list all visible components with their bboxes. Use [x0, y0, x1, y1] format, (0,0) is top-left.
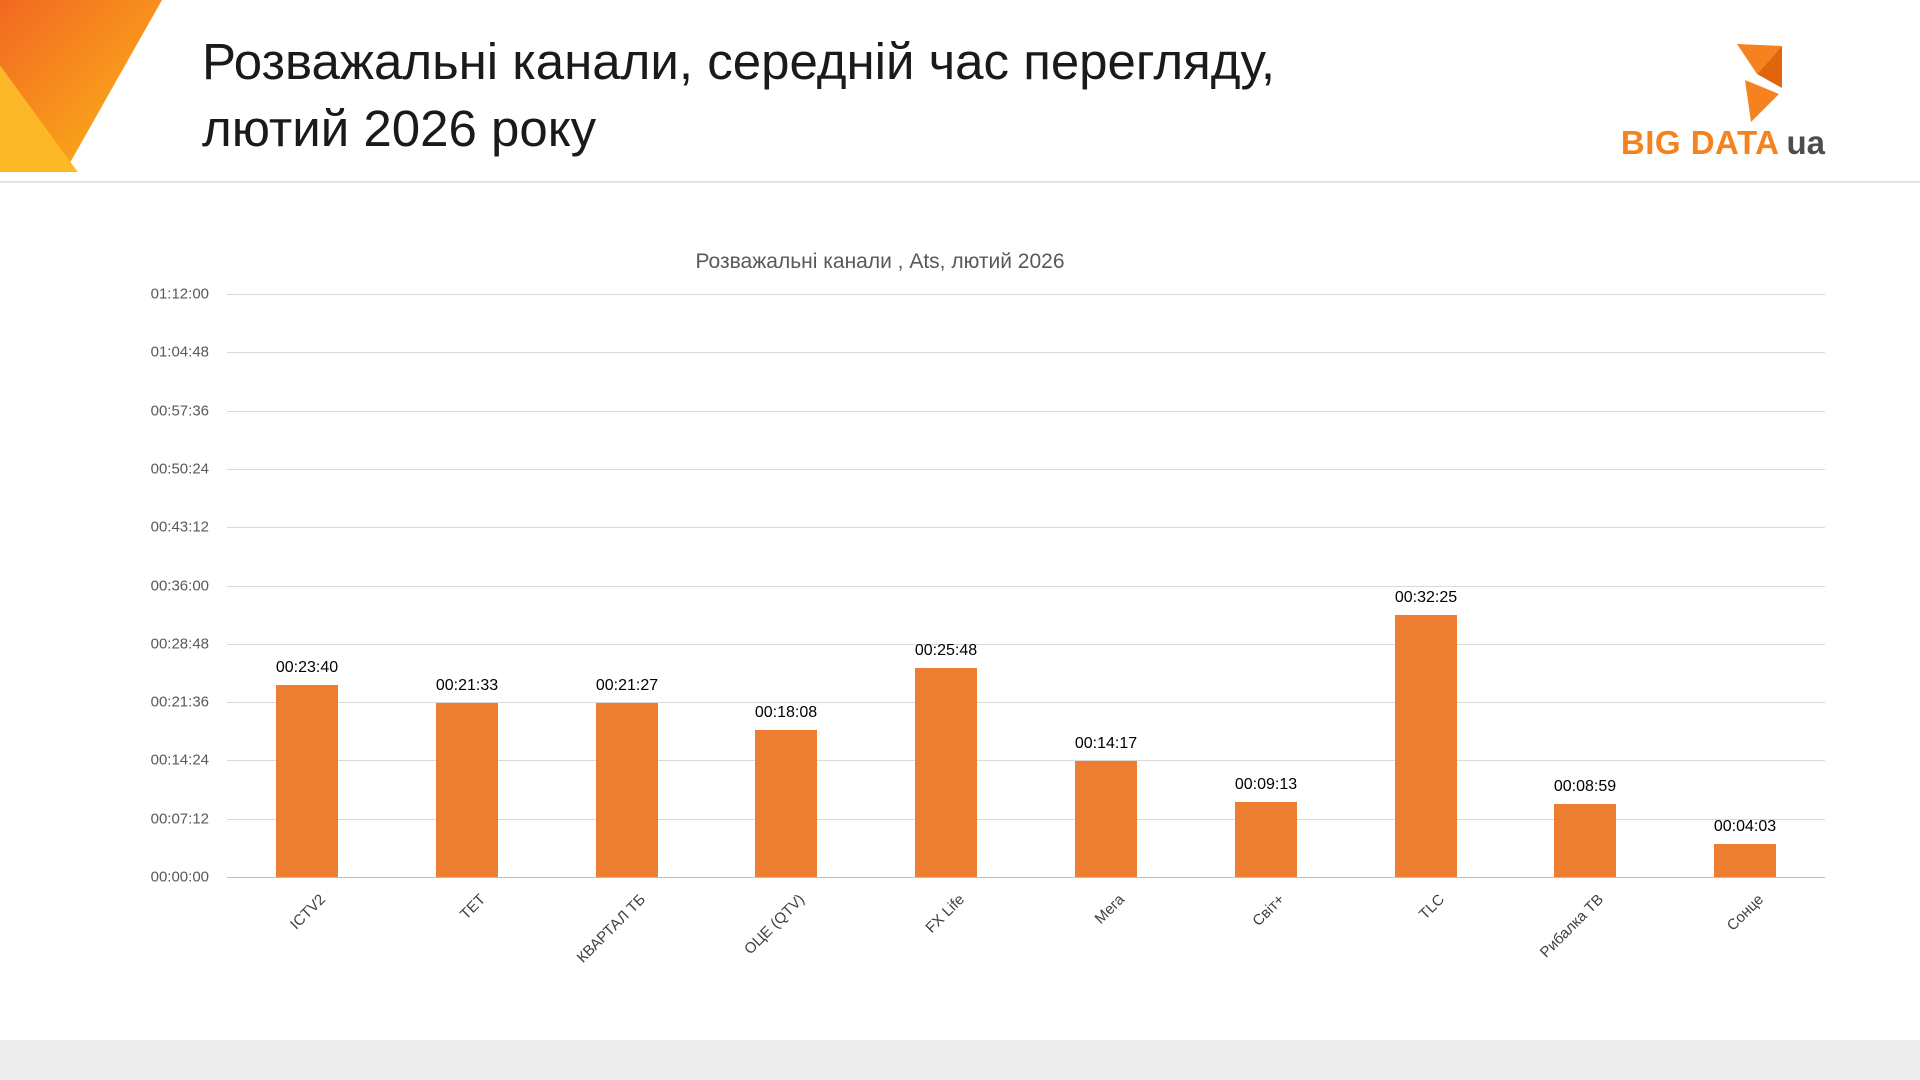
- plot-area: 01:12:00 01:04:48 00:57:36 00:50:24 00:43:12…: [151, 286, 1825, 966]
- x-axis-label: ТЕТ: [456, 891, 490, 924]
- y-axis-label: 00:43:12: [150, 518, 209, 536]
- bar-4: [755, 730, 817, 877]
- bar-6: [1075, 761, 1137, 877]
- bar-value-label: 00:14:17: [1074, 735, 1138, 752]
- bar-value-label: 00:09:13: [1234, 776, 1298, 793]
- bar-7: [1235, 802, 1297, 877]
- x-axis-label: Рибалка ТВ: [1536, 891, 1608, 962]
- y-axis-label: 01:12:00: [150, 285, 209, 303]
- gridline: [227, 411, 1825, 412]
- logo-suffix: ua: [1786, 124, 1825, 161]
- y-axis-label: 00:57:36: [150, 402, 209, 420]
- y-axis-label: 00:36:00: [150, 577, 209, 595]
- bar-value-label: 00:23:40: [275, 659, 339, 676]
- bar-8: [1395, 615, 1457, 877]
- x-axis-label: FX Life: [922, 891, 969, 937]
- bar-2: [436, 703, 498, 877]
- bar-1: [276, 685, 338, 877]
- bigdata-logo: BIG DATA ua: [1621, 42, 1825, 159]
- bar-value-label: 00:21:33: [435, 677, 499, 694]
- gridline: [227, 352, 1825, 353]
- gridline: [227, 586, 1825, 587]
- page-title-line1: Розважальні канали, середній час перегля…: [202, 33, 1276, 90]
- bar-3: [596, 703, 658, 877]
- gridline: [227, 294, 1825, 295]
- header-divider: [0, 181, 1920, 183]
- x-axis-label: Сонце: [1723, 891, 1768, 935]
- logo-text: BIG DATA ua: [1621, 126, 1825, 159]
- x-axis-label: Мега: [1091, 891, 1129, 928]
- x-axis-label: ОЦЕ (QTV): [741, 891, 809, 959]
- y-axis-label: 00:50:24: [150, 460, 209, 478]
- y-axis-label: 00:14:24: [150, 751, 209, 769]
- page-title: Розважальні канали, середній час перегля…: [202, 28, 1275, 163]
- gridline: [227, 644, 1825, 645]
- x-axis-label: TLC: [1415, 891, 1449, 924]
- page-title-line2: лютий 2026 року: [202, 100, 597, 158]
- bar-9: [1554, 804, 1616, 877]
- bar-value-label: 00:25:48: [914, 642, 978, 659]
- x-axis-label: КВАРТАЛ ТБ: [573, 891, 650, 967]
- y-axis-label: 00:28:48: [150, 635, 209, 653]
- gridline: [227, 469, 1825, 470]
- gridline: [227, 760, 1825, 761]
- y-axis-label: 01:04:48: [150, 343, 209, 361]
- bar-value-label: 00:04:03: [1713, 818, 1777, 835]
- bar-10: [1714, 844, 1776, 877]
- footer-strip: [0, 1040, 1920, 1080]
- bar-value-label: 00:18:08: [754, 704, 818, 721]
- bar-value-label: 00:21:27: [595, 677, 659, 694]
- y-axis-label: 00:00:00: [150, 868, 209, 886]
- y-axis-label: 00:07:12: [150, 810, 209, 828]
- logo-brand: BIG DATA: [1620, 124, 1780, 161]
- bar-value-label: 00:32:25: [1394, 589, 1458, 606]
- x-axis-label: ICTV2: [286, 891, 330, 934]
- bar-value-label: 00:08:59: [1553, 778, 1617, 795]
- gridline: [227, 819, 1825, 820]
- x-axis-label: Світ+: [1249, 891, 1289, 930]
- gridline: [227, 877, 1825, 878]
- gridline: [227, 702, 1825, 703]
- y-axis-label: 00:21:36: [150, 693, 209, 711]
- gridline: [227, 527, 1825, 528]
- bigdata-flame-icon: [1737, 44, 1782, 122]
- bar-5: [915, 668, 977, 877]
- chart-title: Розважальні канали , Ats, лютий 2026: [695, 250, 1065, 273]
- corner-decoration: [0, 0, 162, 172]
